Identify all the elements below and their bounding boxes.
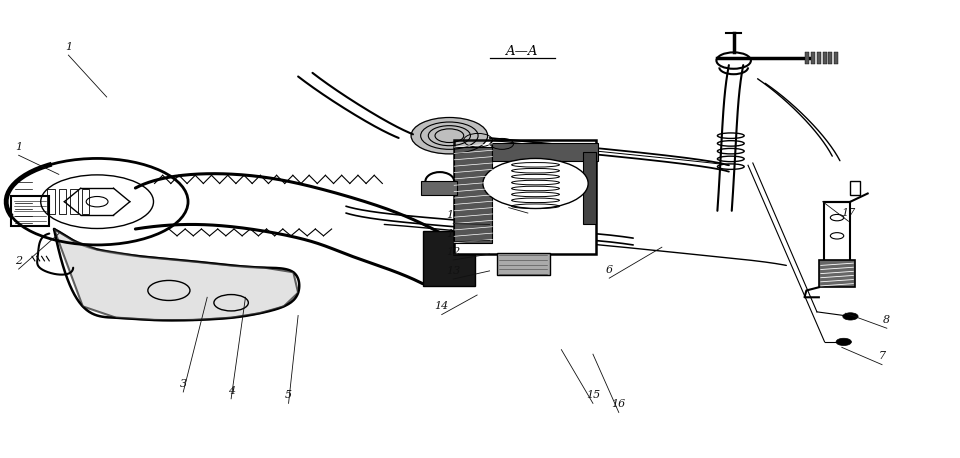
Text: 1: 1 <box>15 142 22 152</box>
Text: 14: 14 <box>435 301 449 311</box>
Text: 4: 4 <box>228 386 234 396</box>
Text: 2: 2 <box>15 256 22 266</box>
Circle shape <box>843 313 858 320</box>
Bar <box>497 253 550 274</box>
Bar <box>59 189 66 214</box>
Text: 11: 11 <box>446 229 461 239</box>
Bar <box>819 260 855 287</box>
Bar <box>824 202 851 261</box>
Text: 9: 9 <box>505 194 513 204</box>
Bar <box>805 52 809 64</box>
Bar <box>70 189 78 214</box>
Text: 8: 8 <box>883 315 890 325</box>
Bar <box>454 140 596 254</box>
Text: 16: 16 <box>612 399 626 409</box>
Text: 17: 17 <box>841 208 855 218</box>
Bar <box>817 52 821 64</box>
Circle shape <box>483 158 588 208</box>
Bar <box>82 189 89 214</box>
Text: 15: 15 <box>586 390 600 400</box>
Text: 6: 6 <box>606 265 612 275</box>
Circle shape <box>836 338 852 345</box>
Bar <box>823 52 827 64</box>
Bar <box>47 189 55 214</box>
Bar <box>811 52 815 64</box>
Text: 3: 3 <box>180 379 187 389</box>
Polygon shape <box>54 229 299 320</box>
Bar <box>422 231 475 286</box>
Bar <box>492 142 598 161</box>
Bar <box>851 181 860 195</box>
Text: 13: 13 <box>446 266 461 276</box>
Bar <box>584 152 596 224</box>
Text: 7: 7 <box>878 351 885 361</box>
Text: A—A: A—A <box>505 45 538 58</box>
Bar <box>420 181 457 195</box>
Text: 1: 1 <box>65 42 72 52</box>
Text: 12: 12 <box>446 247 461 257</box>
Text: 10: 10 <box>446 210 461 220</box>
Circle shape <box>411 117 488 154</box>
Bar <box>834 52 838 64</box>
Bar <box>828 52 832 64</box>
Bar <box>11 196 49 226</box>
Bar <box>454 147 492 243</box>
Text: 5: 5 <box>285 390 292 400</box>
